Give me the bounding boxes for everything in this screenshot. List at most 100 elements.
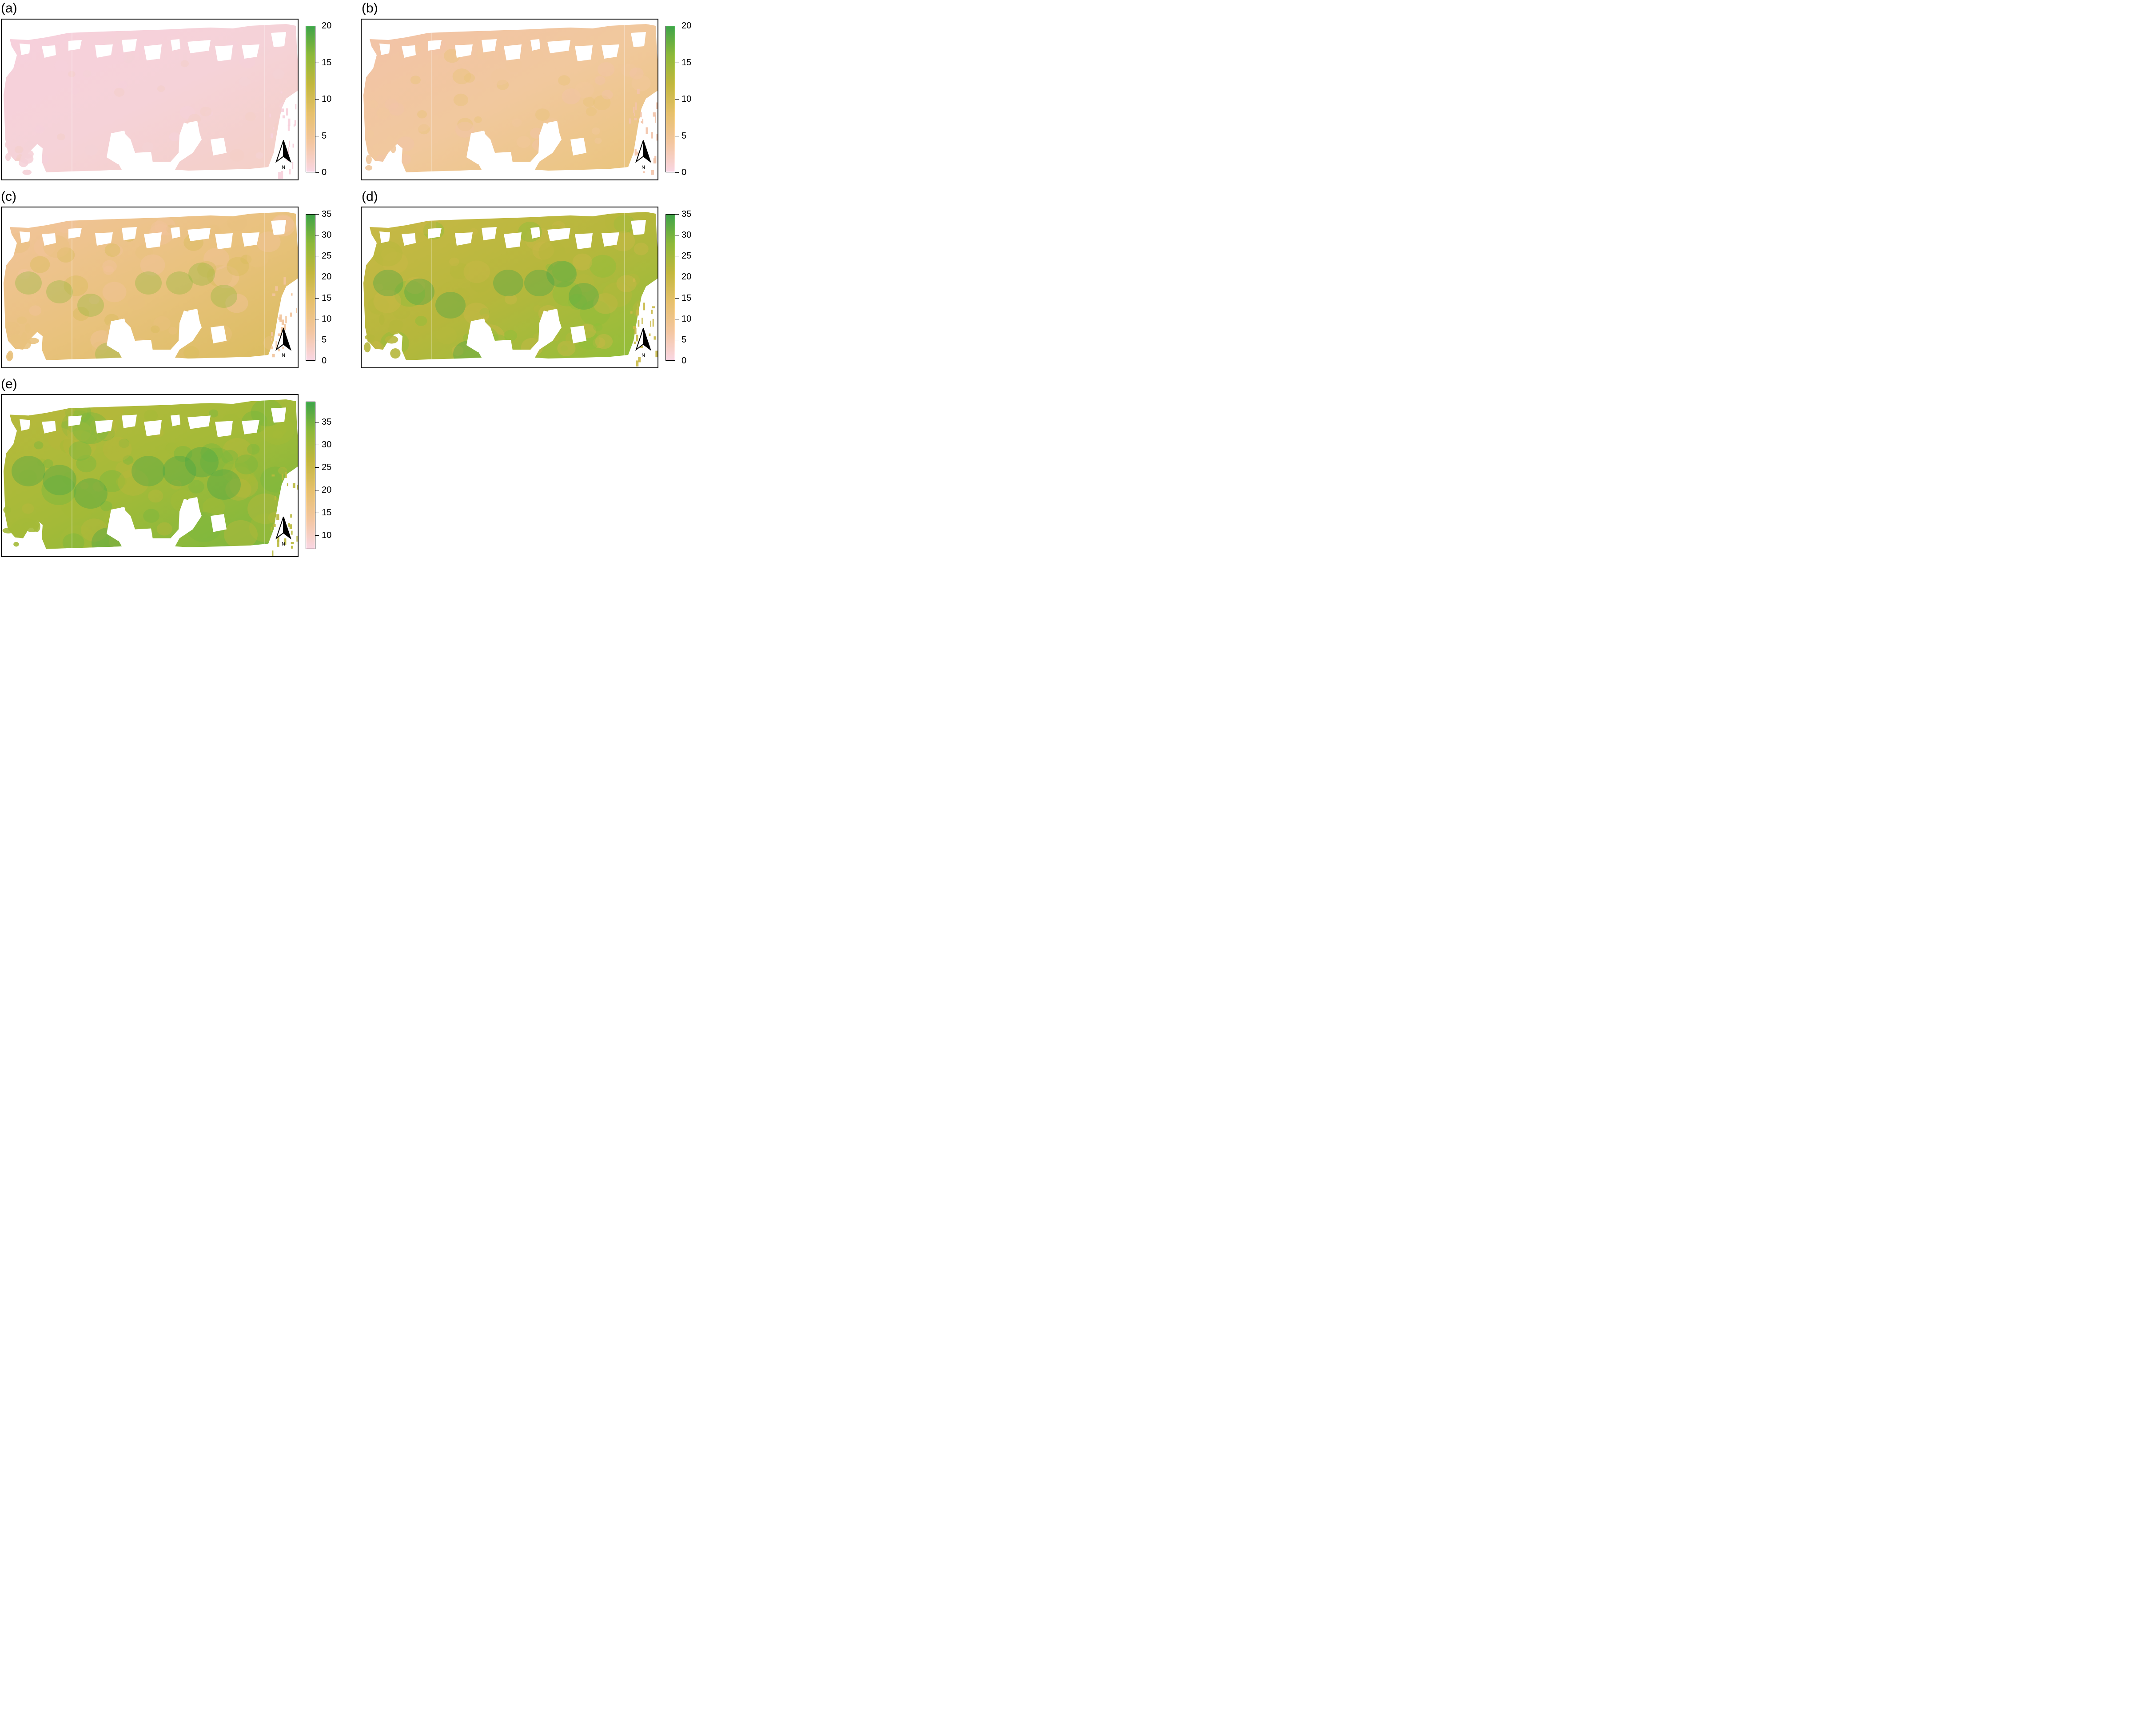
- panel-label-d: (d): [362, 189, 378, 204]
- no-data-gap: [135, 152, 153, 163]
- legend-colorbar: [666, 26, 675, 172]
- legend-tick-label: 20: [322, 21, 332, 31]
- no-data-gap: [95, 44, 113, 58]
- no-data-gap: [545, 121, 561, 153]
- legend-tick-label: 25: [322, 251, 332, 261]
- no-data-gap: [379, 231, 390, 243]
- no-data-gap: [144, 420, 162, 436]
- map-panel-a: N: [1, 19, 299, 180]
- no-data-gap: [171, 227, 180, 239]
- no-data-gap: [271, 407, 286, 423]
- no-data-gap: [185, 121, 201, 153]
- legend-colorbar: [666, 214, 675, 361]
- no-data-gap: [215, 233, 233, 249]
- study-area-raster: [4, 24, 298, 172]
- legend-tick-label: 20: [322, 485, 332, 495]
- no-data-gap: [187, 40, 211, 53]
- legend-tick-label: 35: [681, 209, 692, 219]
- legend-tick-label: 15: [322, 57, 332, 68]
- no-data-gap: [242, 420, 259, 434]
- north-arrow-icon: N: [275, 140, 291, 170]
- no-data-gap: [122, 227, 137, 240]
- legend-tick: [315, 298, 319, 299]
- north-arrow-label: N: [642, 165, 645, 170]
- legend-tick-label: 25: [322, 462, 332, 473]
- color-legend-a: 0 5 10 15 20: [306, 21, 341, 177]
- no-data-gap: [187, 415, 211, 429]
- no-data-gap: [215, 421, 233, 437]
- legend-tick-label: 0: [322, 356, 327, 366]
- no-data-gap: [215, 45, 233, 61]
- no-data-gap: [466, 131, 490, 164]
- no-data-gap: [570, 326, 586, 343]
- study-area-raster: [4, 399, 298, 549]
- legend-tick-label: 10: [322, 314, 332, 324]
- map-canvas: N: [4, 212, 298, 362]
- no-data-gap: [402, 233, 416, 246]
- legend-tick-label: 15: [681, 57, 692, 68]
- no-data-gap: [428, 40, 442, 51]
- legend-tick: [315, 535, 319, 536]
- no-data-gap: [495, 340, 513, 351]
- no-data-gap: [95, 232, 113, 246]
- legend-tick-label: 0: [681, 167, 687, 177]
- legend-tick: [675, 214, 679, 215]
- map-panel-b: N: [361, 19, 658, 180]
- legend-tick-label: 30: [681, 230, 692, 240]
- no-data-gap: [504, 232, 522, 248]
- legend-tick: [315, 214, 319, 215]
- no-data-gap: [171, 39, 180, 51]
- legend-tick-label: 10: [322, 94, 332, 104]
- no-data-gap: [545, 309, 561, 341]
- legend-tick-label: 5: [322, 131, 327, 141]
- no-data-gap: [122, 39, 137, 52]
- no-data-gap: [20, 231, 30, 243]
- no-data-gap: [631, 32, 646, 47]
- legend-tick-label: 20: [681, 21, 692, 31]
- legend-tick-label: 0: [322, 167, 327, 177]
- no-data-gap: [570, 138, 586, 155]
- legend-tick-label: 15: [322, 293, 332, 303]
- color-legend-c: 0 5 10 15 20 25 30 35: [306, 210, 341, 365]
- color-legend-e: 10 15 20 25 30 35: [306, 402, 341, 549]
- study-area-raster: [4, 212, 298, 360]
- no-data-gap: [187, 228, 211, 241]
- legend-tick-label: 30: [322, 440, 332, 450]
- legend-tick-label: 5: [681, 335, 687, 345]
- no-data-gap: [185, 309, 201, 341]
- no-data-gap: [107, 131, 131, 164]
- legend-tick-label: 0: [681, 356, 687, 366]
- no-data-gap: [242, 232, 259, 247]
- no-data-gap: [95, 420, 113, 434]
- legend-tick-label: 5: [681, 131, 687, 141]
- legend-colorbar: [306, 214, 315, 361]
- no-data-gap: [42, 45, 56, 58]
- no-data-gap: [575, 45, 593, 61]
- legend-colorbar: [306, 402, 315, 549]
- no-data-gap: [68, 415, 82, 426]
- color-legend-b: 0 5 10 15 20: [666, 21, 697, 177]
- map-panel-c: N: [1, 207, 299, 368]
- legend-tick: [675, 298, 679, 299]
- legend-tick-label: 25: [681, 251, 692, 261]
- no-data-gap: [185, 497, 201, 530]
- no-data-gap: [211, 326, 227, 343]
- north-arrow-icon: N: [275, 516, 291, 547]
- map-panel-d: N: [361, 207, 658, 368]
- north-arrow-label: N: [282, 542, 285, 547]
- study-area-raster: [363, 212, 658, 360]
- no-data-gap: [504, 44, 522, 60]
- no-data-gap: [68, 228, 82, 239]
- legend-tick: [315, 99, 319, 100]
- no-data-gap: [135, 528, 153, 540]
- north-arrow-icon: N: [635, 140, 651, 170]
- no-data-gap: [455, 232, 473, 246]
- no-data-gap: [171, 414, 180, 426]
- no-data-gap: [144, 232, 162, 248]
- no-data-gap: [466, 319, 490, 352]
- no-data-gap: [107, 507, 131, 541]
- no-data-gap: [602, 232, 619, 247]
- map-canvas: N: [2, 399, 298, 556]
- panel-label-a: (a): [1, 1, 17, 16]
- no-data-gap: [379, 44, 390, 55]
